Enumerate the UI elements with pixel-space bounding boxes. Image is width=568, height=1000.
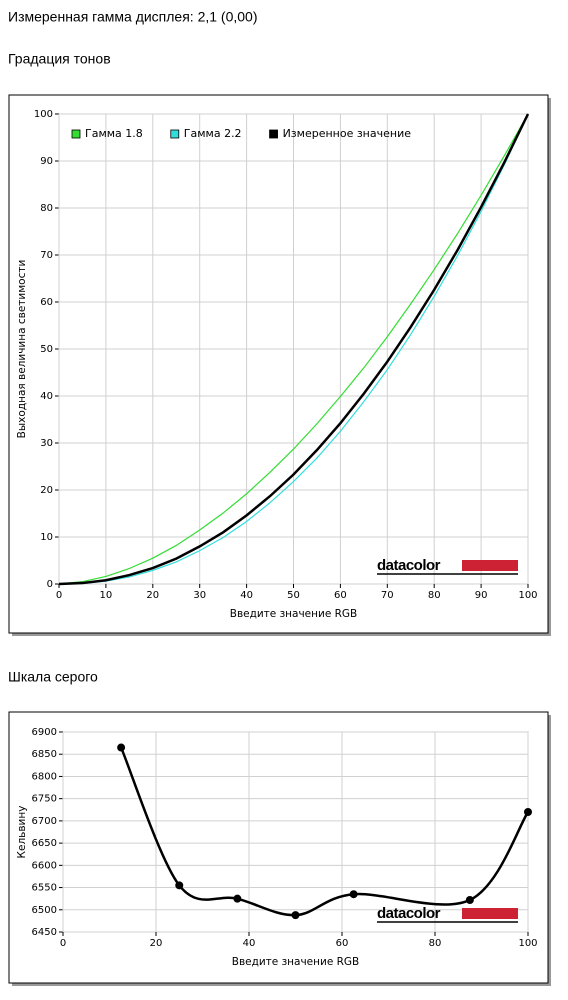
y-tick-label: 6650 <box>32 838 57 849</box>
x-tick-label: 20 <box>150 938 163 949</box>
watermark-bar <box>462 908 518 919</box>
y-tick-label: 100 <box>34 109 53 120</box>
y-tick-label: 50 <box>40 344 53 355</box>
y-tick-label: 10 <box>40 532 53 543</box>
x-tick-label: 90 <box>475 590 488 601</box>
legend-label: Измеренное значение <box>283 127 412 140</box>
y-tick-label: 80 <box>40 203 53 214</box>
legend-swatch <box>269 129 278 139</box>
y-tick-label: 70 <box>40 250 53 261</box>
y-tick-label: 40 <box>40 391 53 402</box>
y-tick-label: 20 <box>40 485 53 496</box>
watermark: datacolor <box>377 557 441 574</box>
chart-title: Градация тонов <box>8 51 111 67</box>
y-tick-label: 6900 <box>32 727 57 738</box>
x-tick-label: 40 <box>243 938 256 949</box>
data-point <box>524 808 532 816</box>
data-point <box>117 743 126 752</box>
series-line <box>58 113 529 585</box>
y-tick-label: 6450 <box>32 927 57 938</box>
data-point <box>291 911 300 920</box>
x-tick-label: 0 <box>56 590 62 601</box>
data-point <box>233 894 242 903</box>
y-tick-label: 60 <box>40 297 53 308</box>
y-tick-label: 90 <box>40 156 53 167</box>
page-heading: Измеренная гамма дисплея: 2,1 (0,00) <box>8 9 258 25</box>
series-line <box>58 113 529 585</box>
x-tick-label: 30 <box>193 590 206 601</box>
legend-label: Гамма 1.8 <box>85 127 143 140</box>
y-axis-label: Кельвину <box>16 806 28 859</box>
x-tick-label: 70 <box>381 590 394 601</box>
y-tick-label: 6500 <box>32 905 57 916</box>
x-tick-label: 100 <box>518 590 537 601</box>
y-tick-label: 6850 <box>32 749 57 760</box>
x-axis-label: Введите значение RGB <box>230 608 358 620</box>
legend-swatch <box>71 129 81 139</box>
y-tick-label: 6800 <box>32 771 57 782</box>
data-point <box>175 881 184 890</box>
x-tick-label: 40 <box>240 590 253 601</box>
y-axis-label: Выходная величина светимости <box>16 260 28 439</box>
y-tick-label: 6550 <box>32 883 57 894</box>
x-axis-label: Введите значение RGB <box>232 956 360 968</box>
plot-area <box>62 731 529 933</box>
x-tick-label: 0 <box>60 938 66 949</box>
data-point <box>465 896 474 904</box>
watermark-bar <box>462 560 518 571</box>
x-tick-label: 60 <box>336 938 349 949</box>
x-tick-label: 60 <box>334 590 347 601</box>
y-tick-label: 6600 <box>32 860 57 871</box>
watermark: datacolor <box>377 905 441 922</box>
data-point <box>349 890 358 899</box>
y-tick-label: 30 <box>40 438 53 449</box>
x-tick-label: 50 <box>287 590 300 601</box>
x-tick-label: 10 <box>100 590 113 601</box>
legend-label: Гамма 2.2 <box>184 127 242 140</box>
chart-title: Шкала серого <box>8 669 98 685</box>
series-line <box>58 113 530 586</box>
x-tick-label: 80 <box>429 938 442 949</box>
y-tick-label: 0 <box>47 579 53 590</box>
x-tick-label: 80 <box>428 590 441 601</box>
x-tick-label: 20 <box>146 590 159 601</box>
legend-swatch <box>170 129 180 139</box>
x-tick-label: 100 <box>518 938 537 949</box>
y-tick-label: 6750 <box>32 794 57 805</box>
y-tick-label: 6700 <box>32 816 57 827</box>
